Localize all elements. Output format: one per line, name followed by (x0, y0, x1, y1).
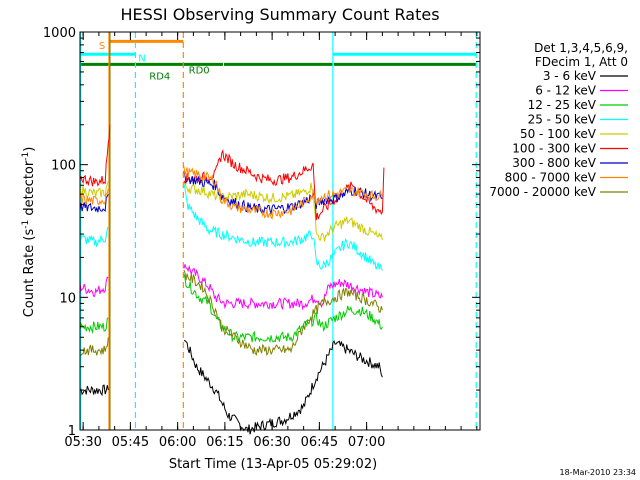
series-7000-20000-kev-line-1 (79, 337, 109, 357)
series-7000-20000-kev-line-2 (183, 269, 383, 357)
series-300-800-kev-line-1 (79, 193, 109, 213)
y-tick-label: 1 (68, 424, 76, 439)
series-100-300-kev-line-1 (79, 124, 111, 187)
legend-entry-label: 800 - 7000 keV (505, 171, 597, 185)
x-tick-label: 06:15 (206, 435, 243, 450)
flag-n-label: N (138, 54, 145, 65)
y-tick-label: 10 (59, 291, 76, 306)
series-800-7000-kev-line-2 (183, 166, 383, 220)
series-50-100-kev-line-2 (183, 179, 383, 242)
flag-bars: S N RD0 RD4 (80, 39, 477, 83)
legend-entry-label: 6 - 12 keV (535, 84, 597, 98)
chart-title: HESSI Observing Summary Count Rates (120, 5, 439, 24)
plot-timestamp: 18-Mar-2010 23:34 (560, 468, 637, 477)
x-tick-label: 05:45 (112, 435, 149, 450)
y-tick-label: 1000 (43, 26, 76, 41)
y-axis-label-sup-2: -1 (21, 152, 31, 161)
legend-header-line-2: FDecim 1, Att 0 (535, 55, 628, 69)
series-6-12-kev-line-2 (183, 264, 383, 311)
x-tick-label: 06:45 (301, 435, 338, 450)
series-3-6-kev-line-2 (183, 340, 383, 435)
axis-ticks: 05:30 05:45 06:00 06:15 06:30 06:45 07:00 1 10 10… (43, 26, 480, 450)
y-axis-label-end: ) (22, 147, 37, 152)
legend: Det 1,3,4,5,6,9, FDecim 1, Att 0 3 - 6 k… (489, 41, 628, 199)
y-axis-label-mid: detector (22, 160, 37, 220)
y-axis-label-sup-1: -1 (21, 220, 31, 229)
series-100-300-kev-line-2 (183, 148, 385, 221)
series-12-25-kev-line-1 (79, 317, 109, 334)
legend-entry-label: 300 - 800 keV (512, 156, 596, 170)
series-800-7000-kev-line-1 (79, 188, 109, 206)
x-tick-label: 06:30 (253, 435, 290, 450)
legend-header-line-1: Det 1,3,4,5,6,9, (534, 41, 628, 55)
series-lines (79, 124, 385, 435)
flag-rd4-label: RD4 (149, 72, 170, 83)
series-3-6-kev-line-1 (79, 384, 109, 397)
series-25-50-kev-line-2 (183, 182, 383, 271)
x-tick-label: 07:00 (348, 435, 385, 450)
y-tick-label: 100 (51, 159, 76, 174)
vertical-markers (80, 32, 477, 430)
y-axis-label: Count Rate (s-1 detector-1) (21, 147, 37, 318)
legend-entry-label: 25 - 50 keV (528, 113, 597, 127)
legend-entry-label: 7000 - 20000 keV (489, 185, 596, 199)
x-axis-label: Start Time (13-Apr-05 05:29:02) (169, 457, 377, 472)
legend-entry-label: 100 - 300 keV (512, 142, 596, 156)
series-6-12-kev-line-1 (79, 276, 109, 297)
flag-rd0-label: RD0 (189, 66, 210, 77)
x-tick-label: 05:30 (64, 435, 101, 450)
plot-frame (79, 31, 481, 431)
series-25-50-kev-line-1 (79, 226, 109, 247)
legend-entry-label: 50 - 100 keV (520, 127, 597, 141)
legend-entry-label: 3 - 6 keV (543, 69, 597, 83)
x-tick-label: 06:00 (159, 435, 196, 450)
flag-s-label: S (99, 41, 105, 52)
y-axis-label-main: Count Rate (s (22, 229, 37, 318)
legend-entry-label: 12 - 25 keV (528, 98, 597, 112)
series-50-100-kev-line-1 (79, 181, 109, 198)
